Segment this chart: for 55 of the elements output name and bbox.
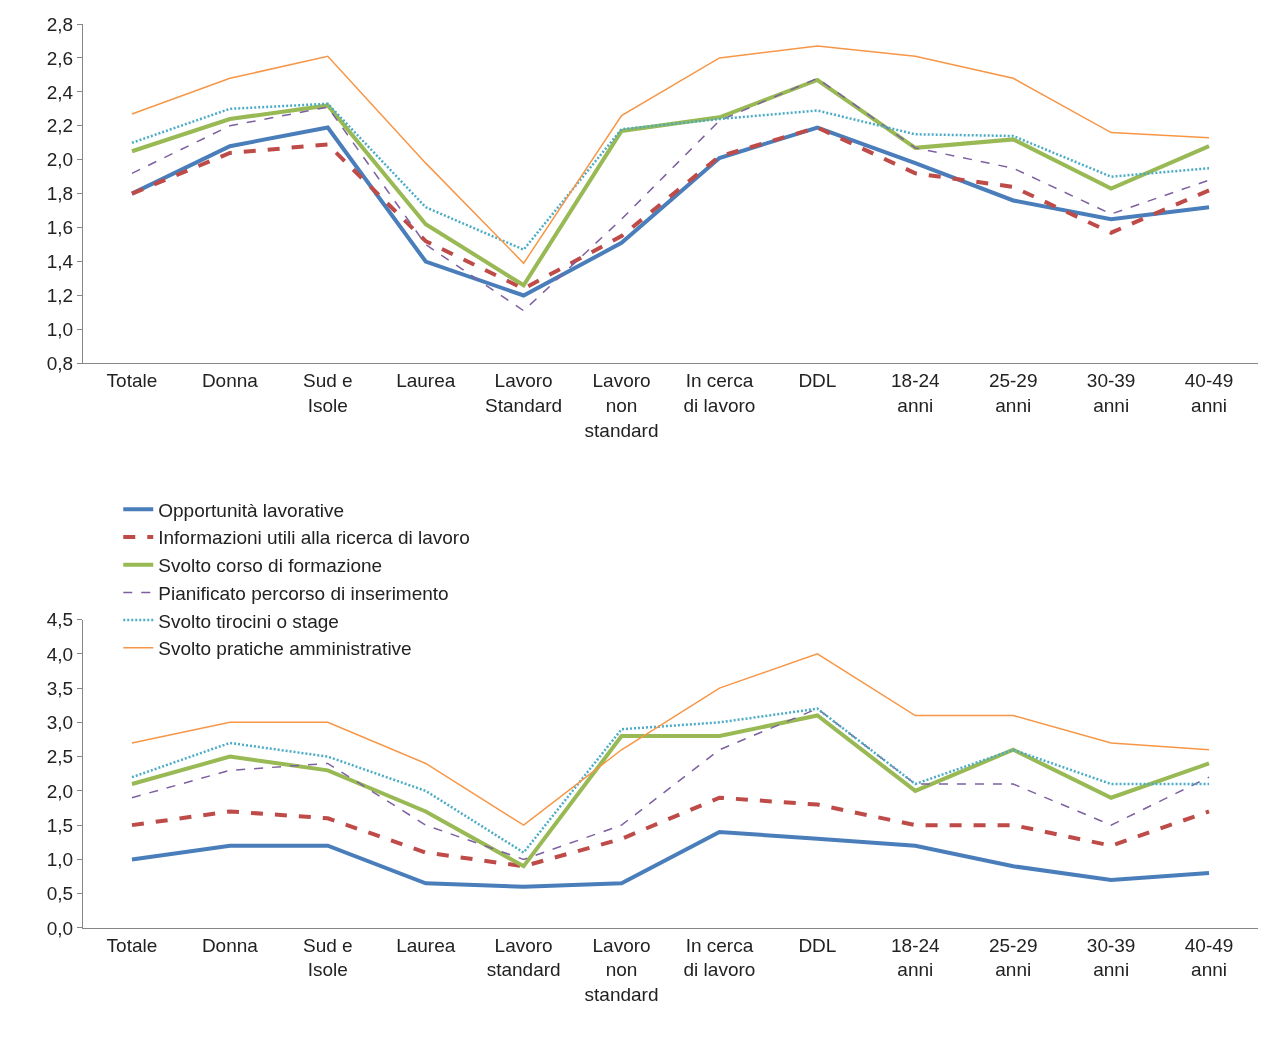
line-series bbox=[129, 795, 1212, 869]
x-tick-label: Sud e Isole bbox=[302, 370, 353, 416]
x-tick-label: DDL bbox=[798, 370, 837, 392]
x-tick-label: Sud e Isole bbox=[302, 934, 353, 981]
x-tick-label: Lavoro non standard bbox=[584, 934, 659, 1006]
y-tick-label: 2,5 bbox=[46, 746, 74, 768]
legend-label: Informazioni utili alla ricerca di lavoro bbox=[158, 527, 470, 549]
x-tick-label: Totale bbox=[106, 934, 158, 956]
x-tick-label: 25-29 anni bbox=[988, 934, 1038, 981]
x-tick-label: 40-49 anni bbox=[1184, 370, 1234, 416]
y-tick-label: 2,0 bbox=[46, 149, 74, 171]
x-tick-label: Lavoro Standard bbox=[485, 370, 563, 416]
x-tick-label: 18-24 anni bbox=[890, 370, 941, 416]
y-tick-label: 1,5 bbox=[46, 814, 74, 836]
x-tick-label: DDL bbox=[798, 934, 837, 956]
y-tick-label: 1,2 bbox=[46, 285, 74, 307]
x-tick-label: 30-39 anni bbox=[1086, 934, 1136, 981]
y-tick-label: 0,0 bbox=[46, 917, 74, 939]
y-tick-label: 2,4 bbox=[46, 81, 74, 103]
y-tick-label: 2,0 bbox=[46, 780, 74, 802]
x-tick-label: Laurea bbox=[396, 370, 456, 392]
legend-label: Svolto corso di formazione bbox=[158, 555, 383, 577]
x-tick-label: Donna bbox=[201, 370, 259, 392]
x-tick-label: Donna bbox=[201, 934, 259, 956]
x-tick-label: Totale bbox=[106, 370, 158, 392]
y-tick-label: 4,0 bbox=[46, 643, 74, 665]
y-tick-label: 0,5 bbox=[46, 883, 74, 905]
x-tick-label: In cerca di lavoro bbox=[683, 370, 756, 416]
y-tick-label: 2,2 bbox=[46, 115, 74, 137]
y-tick-label: 2,6 bbox=[46, 47, 74, 69]
legend-label: Opportunità lavorative bbox=[158, 499, 345, 521]
x-tick-label: 18-24 anni bbox=[890, 934, 941, 981]
y-tick-label: 1,0 bbox=[46, 849, 74, 871]
line-series bbox=[129, 829, 1212, 889]
y-tick-label: 3,0 bbox=[46, 712, 74, 734]
y-tick-label: 1,0 bbox=[46, 319, 74, 341]
y-tick-label: 1,8 bbox=[46, 183, 74, 205]
x-tick-label: Laurea bbox=[396, 934, 456, 956]
y-tick-label: 2,8 bbox=[46, 13, 74, 35]
y-tick-label: 0,8 bbox=[46, 352, 74, 374]
x-tick-label: Lavoro non standard bbox=[584, 370, 659, 441]
x-tick-label: 25-29 anni bbox=[988, 370, 1038, 416]
y-tick-label: 1,6 bbox=[46, 217, 74, 239]
x-tick-label: In cerca di lavoro bbox=[683, 934, 756, 981]
y-tick-label: 3,5 bbox=[46, 677, 74, 699]
line-series bbox=[130, 102, 1211, 251]
y-tick-label: 1,4 bbox=[46, 251, 74, 273]
line-series bbox=[131, 45, 1210, 264]
legend-label: Pianificato percorso di inserimento bbox=[158, 582, 449, 604]
y-tick-label: 4,5 bbox=[46, 609, 74, 631]
legend-label: Svolto tirocini o stage bbox=[158, 610, 339, 632]
x-tick-label: 30-39 anni bbox=[1086, 370, 1136, 416]
legend-label: Svolto pratiche amministrative bbox=[158, 638, 412, 660]
x-tick-label: Lavoro standard bbox=[486, 934, 561, 981]
x-tick-label: 40-49 anni bbox=[1184, 934, 1234, 981]
